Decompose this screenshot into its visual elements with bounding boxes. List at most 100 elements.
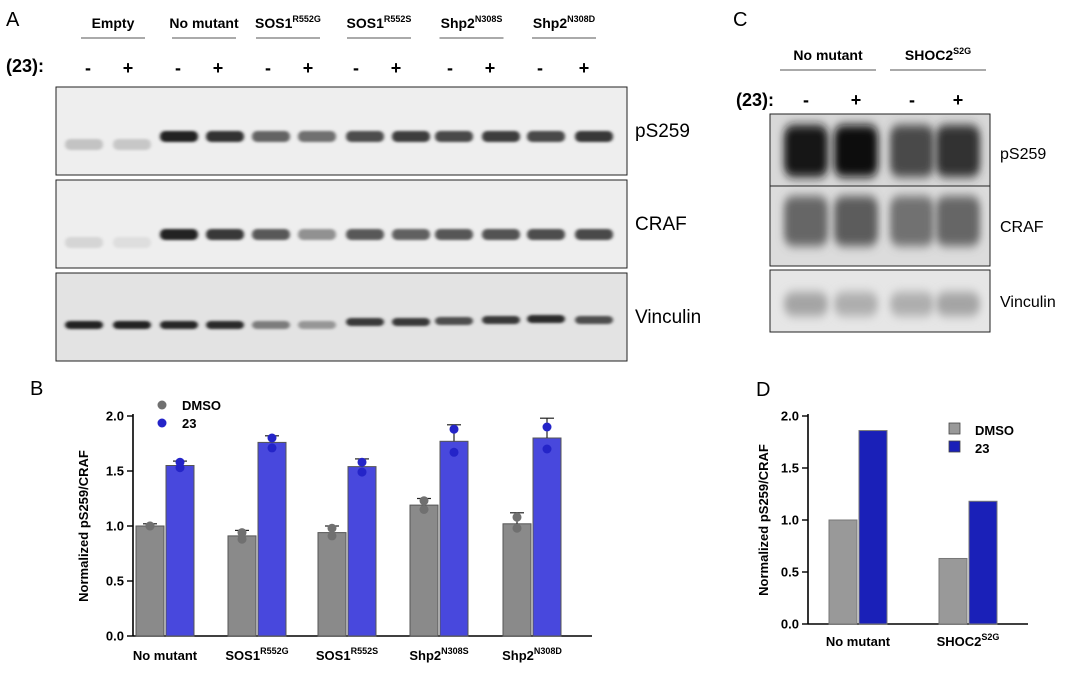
treatment-sign: + [851,90,862,110]
treatment-sign: + [953,90,964,110]
category-label: Shp2N308D [502,646,562,663]
blot-band [435,131,473,142]
blot-band [206,131,244,142]
legend-label: DMSO [182,398,221,413]
panel-d-bar-chart: 0.0 0.5 1.0 1.5 2.0 Normalized pS259/CRAF No m… [756,409,1028,649]
bar-dmso [502,523,532,637]
bar-23 [858,430,888,625]
y-tick-label: 0.5 [781,565,799,580]
blot-band [890,292,934,316]
blot-band [113,321,151,329]
legend-marker [948,422,961,435]
bar-23 [968,500,998,625]
treatment-sign: + [213,58,224,78]
lane-header: No mutant [793,47,863,63]
legend-marker [948,440,961,453]
category-label: Shp2N308S [409,646,468,663]
treatment-sign: - [803,90,809,110]
data-point [237,528,247,538]
blot-band [252,321,290,329]
legend-label: 23 [975,441,989,456]
treatment-label: (23): [736,90,774,110]
data-point [267,433,277,443]
blot-band [206,321,244,329]
data-point [327,523,337,533]
data-point [419,505,429,514]
y-axis-label: Normalized pS259/CRAF [756,444,771,596]
lane-header: Empty [92,15,135,31]
category-label: No mutant [133,648,198,663]
data-point [449,447,459,457]
blot-band [527,315,565,323]
blot-band [392,229,430,240]
bar-23 [165,465,195,637]
data-point [542,444,552,454]
panel-a-western-blot: Empty No mutant SOS1R552G SOS1R552S Shp2N308… [6,14,701,362]
treatment-sign: + [303,58,314,78]
blot-band [527,131,565,142]
category-label: No mutant [826,634,891,649]
treatment-sign: + [485,58,496,78]
blot-band [890,125,934,177]
blot-band [936,196,980,246]
blot-band [527,229,565,240]
treatment-sign: - [265,58,271,78]
blot-band [575,316,613,324]
blot-band [160,229,198,240]
data-point [449,424,459,434]
lane-header: Shp2N308D [533,14,596,31]
treatment-sign: - [537,58,543,78]
blot-band [482,316,520,324]
blot-band [575,131,613,142]
treatment-sign: - [447,58,453,78]
blot-band [834,196,878,246]
y-tick-label: 0.0 [781,617,799,632]
treatment-sign: - [175,58,181,78]
category-label: SOS1R552G [225,646,288,663]
y-tick-label: 1.5 [106,464,124,479]
treatment-sign: + [391,58,402,78]
data-point [145,521,155,531]
blot-band [435,229,473,240]
data-point [267,443,277,453]
blot-band [936,125,980,177]
bar-23 [257,441,287,637]
blot-band [392,318,430,326]
blot-band [834,125,878,177]
blot-band [298,229,336,240]
blot-band [834,292,878,316]
treatment-sign: + [579,58,590,78]
blot-band [346,318,384,326]
blot-band [113,139,151,150]
panel-letter-d: D [756,379,770,401]
category-label: SOS1R552S [316,646,378,663]
blot-frame-craf [55,179,628,269]
blot-band [252,131,290,142]
blot-band [435,317,473,325]
data-point [512,512,522,522]
panel-letter-b: B [30,378,43,400]
blot-band [113,237,151,248]
blot-band [206,229,244,240]
blot-band [346,131,384,142]
data-point [237,534,247,544]
y-tick-label: 0.5 [106,574,124,589]
panel-b-bar-chart: 0.0 0.5 1.0 1.5 2.0 Normalized pS259/CRAF No m… [76,398,592,663]
blot-band [65,139,103,150]
blot-label: CRAF [1000,219,1044,236]
blot-band [298,321,336,329]
y-tick-label: 2.0 [106,409,124,424]
blot-frame-ps259 [55,86,628,176]
data-point [542,422,552,432]
y-tick-label: 0.0 [106,629,124,644]
y-tick-label: 1.5 [781,461,799,476]
treatment-label: (23): [6,56,44,76]
blot-band [298,131,336,142]
blot-band [65,237,103,248]
data-point [419,496,429,506]
blot-band [784,292,828,316]
blot-label: pS259 [1000,146,1046,163]
legend-marker [157,400,167,410]
blot-band [575,229,613,240]
